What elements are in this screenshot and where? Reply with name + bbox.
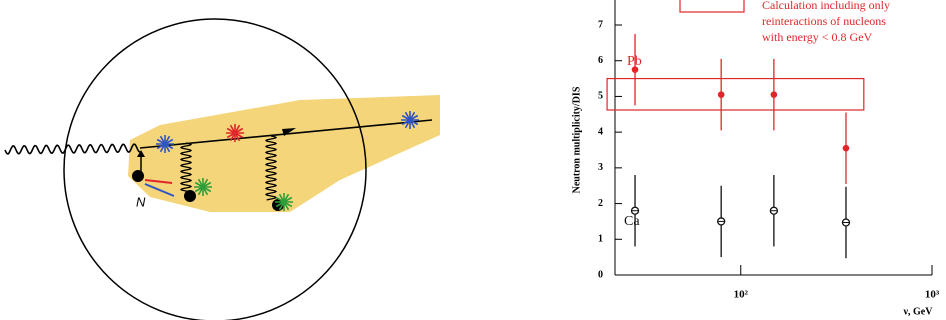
- photon: [4, 143, 141, 155]
- arrow-head: [137, 150, 145, 157]
- point: [717, 91, 725, 98]
- point: [842, 144, 850, 152]
- nucleon: [132, 170, 144, 182]
- x-axis-label: ν, GeV: [903, 306, 934, 317]
- legend-swatch: [679, 0, 745, 13]
- annotation: reinteractions of nucleons: [762, 14, 886, 28]
- star-ray: [275, 196, 293, 208]
- y-tick-label: 4: [598, 126, 603, 137]
- y-axis-label: Neutron multiplicity/DIS: [571, 86, 582, 193]
- y-tick-label: 2: [598, 198, 603, 209]
- stars: [156, 111, 419, 211]
- star-ray: [156, 138, 174, 150]
- y-tick-label: 5: [598, 91, 603, 102]
- nucleus-circle: [63, 18, 367, 320]
- series-label: Ca: [624, 214, 640, 229]
- arrow-head: [282, 128, 296, 136]
- gluon: [179, 142, 193, 193]
- x-tick-label: 10³: [925, 289, 940, 301]
- model-band: [606, 77, 865, 111]
- series-label: Pb: [627, 54, 642, 69]
- annotation: with energy < 0.8 GeV: [762, 30, 873, 44]
- y-tick-label: 0: [598, 269, 603, 280]
- point: [631, 66, 639, 73]
- point: [770, 91, 778, 98]
- chart: Neutron multiplicity/DIS ν, GeV 0 1 2 3 4 5 6 7…: [571, 0, 940, 317]
- star-ray: [194, 181, 212, 193]
- star-ray: [401, 114, 419, 126]
- diagram: N: [4, 18, 440, 320]
- arrow: [144, 183, 175, 197]
- annotation: Calculation including only: [762, 0, 890, 12]
- y-tick-label: 1: [598, 234, 603, 245]
- star-ray: [226, 127, 244, 139]
- nucleon: [184, 190, 196, 202]
- y-tick-label: 6: [598, 55, 603, 66]
- gluon: [264, 135, 278, 201]
- diagram-label: N: [136, 194, 146, 209]
- x-tick-label: 10²: [734, 289, 749, 301]
- y-tick-label: 7: [598, 19, 603, 30]
- y-tick-label: 3: [598, 162, 603, 173]
- arrow: [144, 179, 173, 184]
